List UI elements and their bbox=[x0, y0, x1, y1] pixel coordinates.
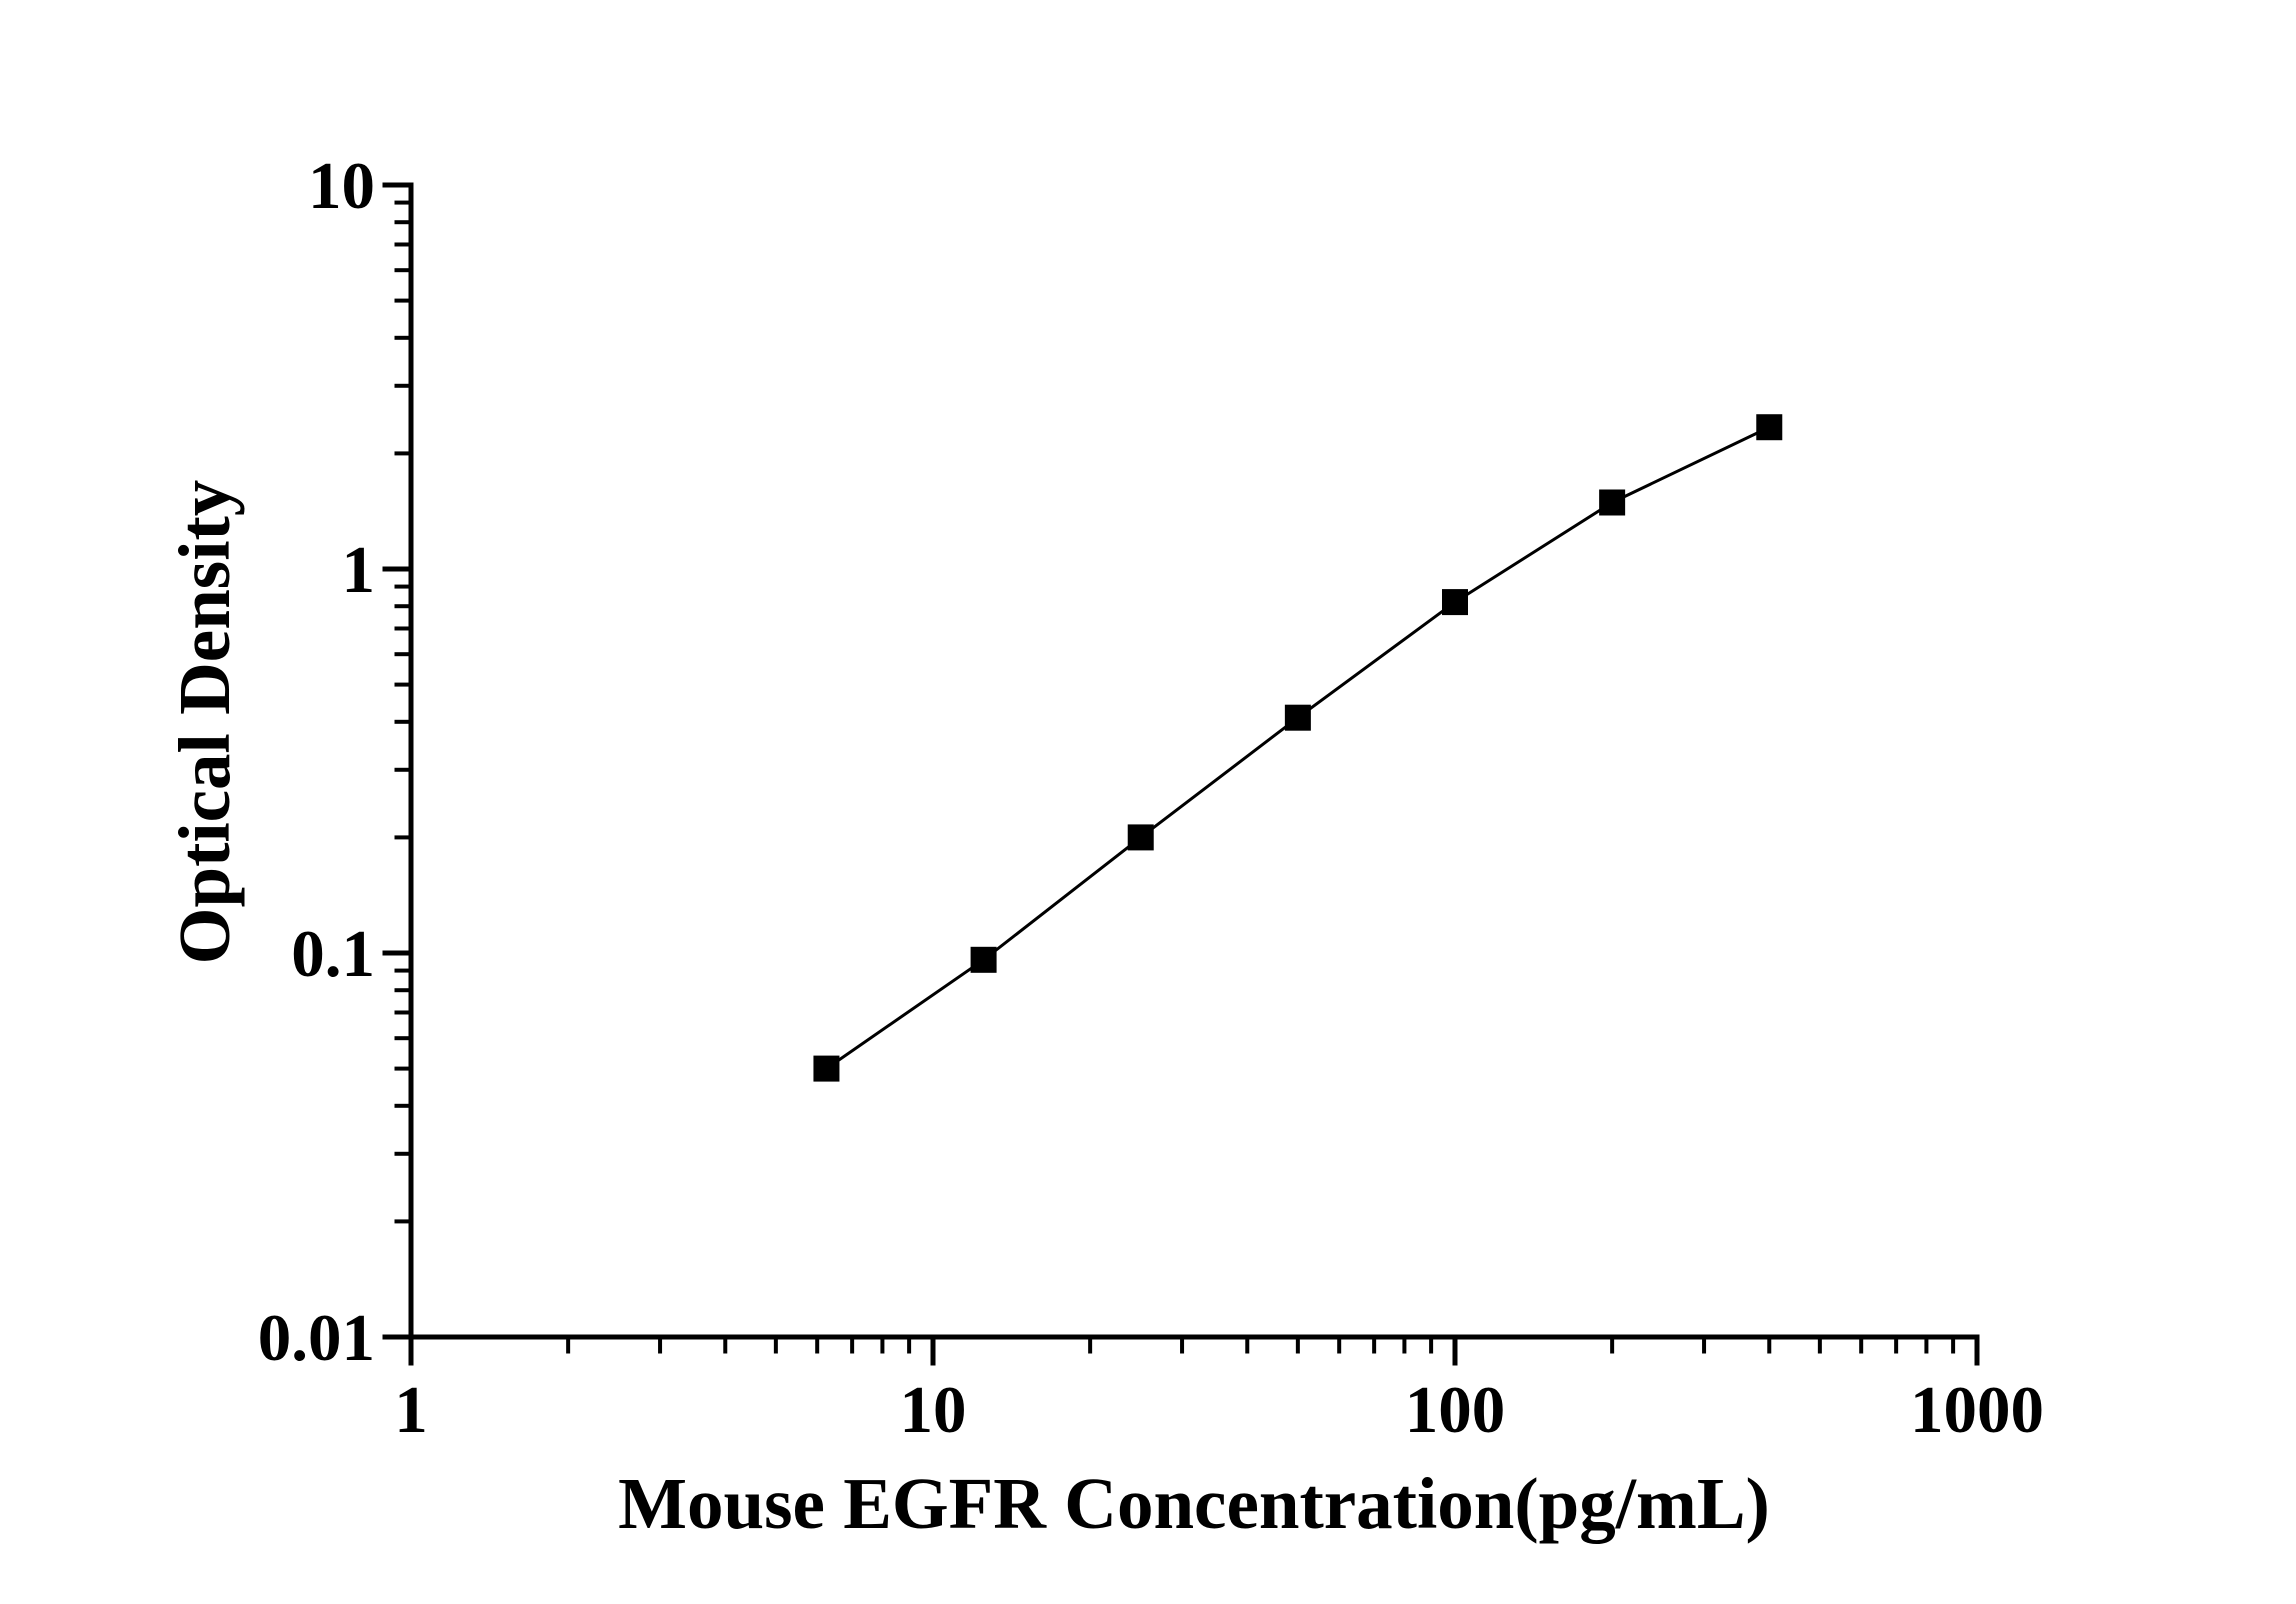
data-point-marker bbox=[1284, 704, 1311, 731]
data-point-marker bbox=[1756, 414, 1783, 441]
data-point-marker bbox=[1127, 824, 1154, 851]
y-tick-label: 0.1 bbox=[291, 917, 375, 991]
data-point-marker bbox=[813, 1055, 840, 1082]
x-axis-title: Mouse EGFR Concentration(pg/mL) bbox=[618, 1463, 1770, 1544]
y-tick-label: 0.01 bbox=[258, 1301, 375, 1375]
y-tick-label: 10 bbox=[308, 149, 375, 223]
x-tick-label: 1000 bbox=[1910, 1373, 2044, 1447]
x-tick-label: 10 bbox=[900, 1373, 967, 1447]
data-point-marker bbox=[1599, 489, 1626, 516]
y-tick-label: 1 bbox=[342, 533, 376, 607]
x-tick-label: 1 bbox=[394, 1373, 428, 1447]
data-point-marker bbox=[1442, 589, 1468, 616]
series-line bbox=[825, 425, 1770, 1070]
y-axis-title: Optical Density bbox=[164, 479, 245, 965]
data-point-marker bbox=[970, 946, 997, 973]
x-tick-label: 100 bbox=[1405, 1373, 1506, 1447]
